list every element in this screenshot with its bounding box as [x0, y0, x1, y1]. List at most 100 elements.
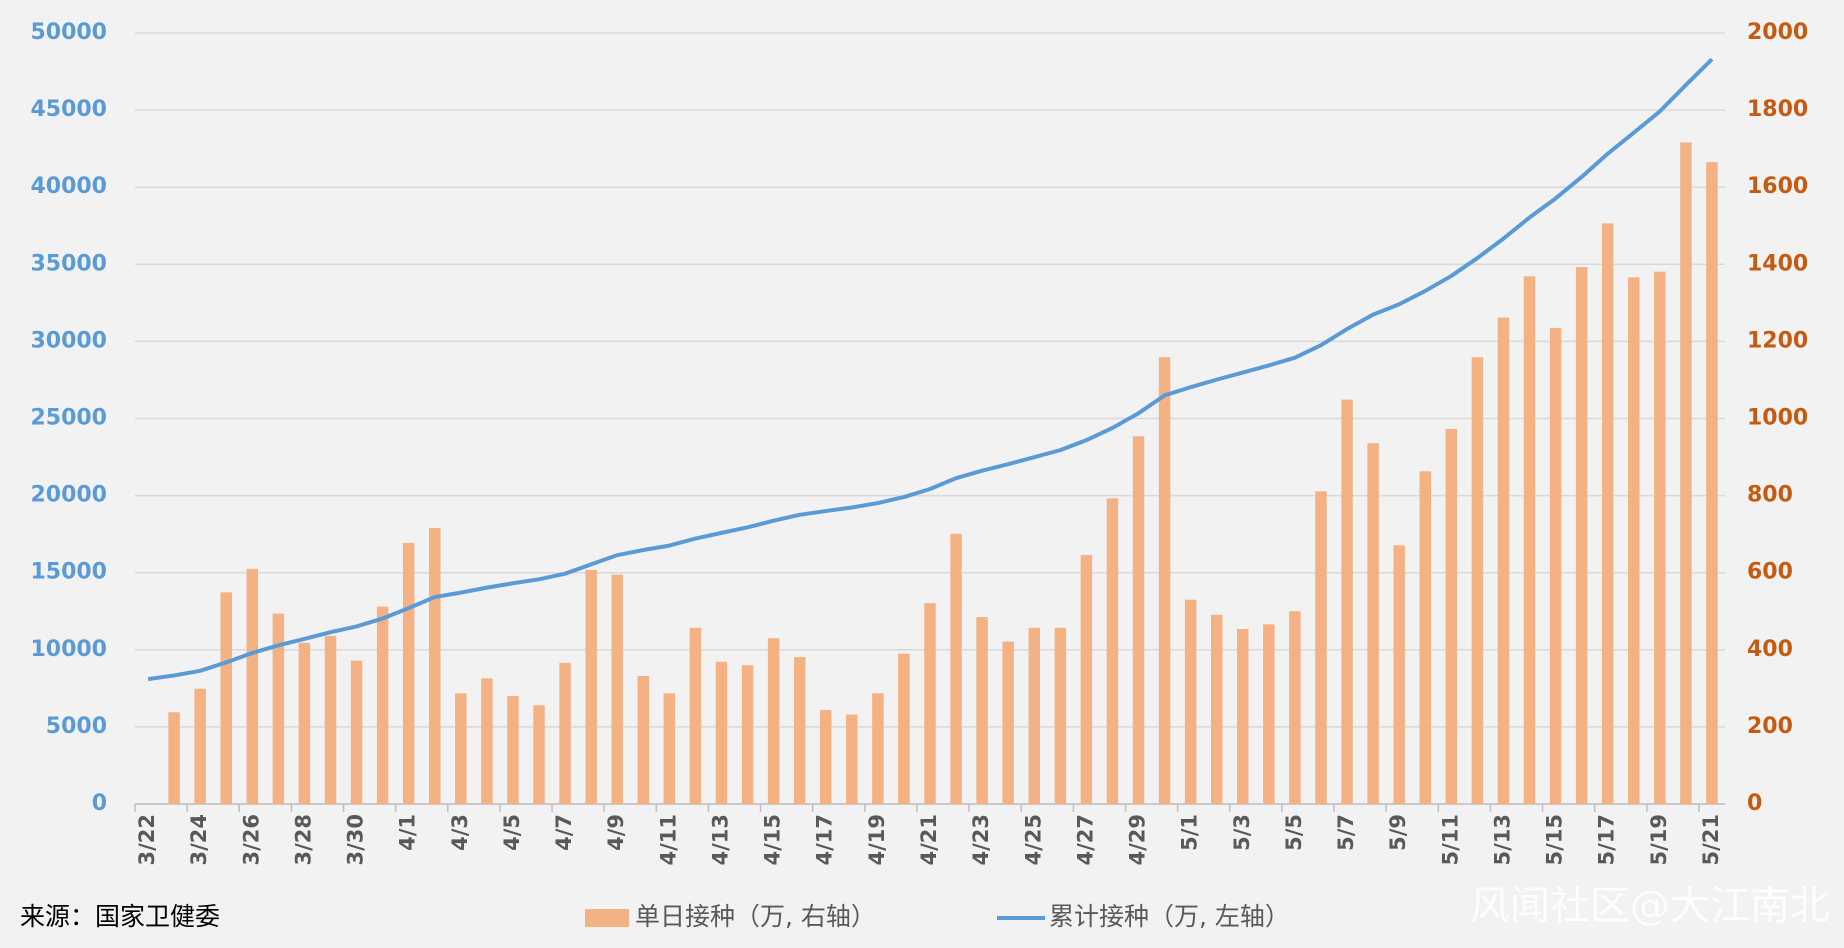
bar [1341, 399, 1353, 804]
bar [1263, 624, 1275, 804]
x-tick-label: 4/15 [761, 814, 785, 866]
bar [1054, 627, 1067, 804]
bar [715, 661, 728, 804]
bar [1575, 266, 1588, 804]
bar [611, 574, 623, 804]
bar [559, 662, 571, 804]
x-tick-label: 5/15 [1543, 814, 1567, 866]
y2-tick-label: 0 [1747, 791, 1762, 816]
x-tick-label: 3/24 [187, 814, 211, 866]
bar [220, 592, 232, 804]
x-tick-label: 4/1 [396, 814, 420, 851]
bar [1680, 142, 1692, 804]
x-tick-label: 5/7 [1334, 814, 1358, 851]
y2-tick-label: 1000 [1747, 406, 1808, 431]
bar [1549, 327, 1562, 804]
bar [1106, 498, 1119, 804]
bar [741, 665, 754, 804]
x-tick-label: 4/27 [1073, 814, 1097, 866]
y2-tick-label: 1800 [1747, 97, 1808, 122]
bar [168, 712, 180, 804]
y-tick-label: 5000 [46, 714, 107, 739]
bar [585, 570, 597, 804]
legend-label: 累计接种（万, 左轴） [1049, 902, 1290, 931]
x-tick-label: 5/19 [1647, 814, 1671, 866]
x-tick-label: 3/22 [135, 814, 159, 866]
bar [1210, 614, 1223, 804]
x-tick-label: 5/1 [1178, 814, 1202, 851]
y-tick-label: 35000 [30, 251, 107, 276]
bar [324, 635, 337, 804]
y-tick-label: 30000 [30, 328, 107, 353]
bar [924, 603, 936, 804]
bar [1419, 471, 1431, 804]
bar [898, 653, 910, 804]
bar [1289, 611, 1301, 804]
x-tick-label: 4/3 [448, 814, 472, 851]
bar [1471, 357, 1484, 804]
bar [1237, 628, 1249, 804]
bar [1158, 357, 1171, 804]
y2-tick-label: 400 [1747, 637, 1793, 662]
bar [1523, 276, 1536, 804]
x-tick-label: 4/19 [865, 814, 889, 866]
legend-swatch [585, 909, 629, 927]
y-tick-label: 10000 [30, 637, 107, 662]
y2-tick-label: 1600 [1747, 174, 1808, 199]
bar [793, 657, 806, 804]
x-tick-label: 4/29 [1126, 814, 1150, 866]
y2-tick-label: 2000 [1747, 20, 1808, 45]
bar [976, 617, 988, 804]
bar [1445, 428, 1458, 804]
bar [767, 638, 780, 804]
bar [846, 714, 858, 804]
y-tick-label: 50000 [30, 20, 107, 45]
x-tick-label: 5/3 [1230, 814, 1254, 851]
bar [350, 660, 363, 804]
bar [872, 693, 884, 804]
x-tick-label: 3/26 [239, 814, 263, 866]
y-tick-label: 45000 [30, 97, 107, 122]
bar [455, 693, 467, 804]
bar [1080, 554, 1093, 804]
bar [298, 642, 311, 804]
bar [1654, 271, 1666, 804]
x-tick-label: 4/13 [708, 814, 732, 866]
bar [429, 527, 441, 804]
y-tick-label: 20000 [30, 483, 107, 508]
bar [194, 688, 206, 804]
bar [1497, 317, 1510, 804]
bar [1132, 436, 1145, 804]
watermark: 风闻社区@大江南北 [1470, 883, 1830, 929]
y-tick-label: 25000 [30, 406, 107, 431]
x-tick-label: 5/5 [1282, 814, 1306, 851]
bar [481, 678, 493, 804]
bar [820, 709, 832, 804]
bar [272, 613, 285, 804]
x-tick-label: 4/17 [813, 814, 837, 866]
x-tick-label: 4/23 [969, 814, 993, 866]
bar [689, 627, 702, 804]
x-tick-label: 3/28 [291, 814, 315, 866]
bar [1393, 545, 1405, 804]
x-tick-label: 5/17 [1595, 814, 1619, 866]
bar [1706, 162, 1718, 804]
x-tick-label: 5/21 [1699, 814, 1723, 866]
x-tick-label: 4/25 [1021, 814, 1045, 866]
bar [507, 696, 519, 804]
y2-tick-label: 600 [1747, 560, 1793, 585]
x-tick-label: 4/9 [604, 814, 628, 851]
bar [533, 705, 545, 804]
y2-tick-label: 800 [1747, 483, 1793, 508]
x-tick-label: 5/13 [1490, 814, 1514, 866]
bar [663, 693, 676, 804]
x-tick-label: 4/21 [917, 814, 941, 866]
x-tick-label: 5/9 [1386, 814, 1410, 851]
bar [1367, 443, 1379, 804]
line [147, 57, 1714, 682]
y-tick-label: 0 [92, 791, 107, 816]
bar [376, 606, 389, 804]
bar [1601, 223, 1614, 804]
bar [246, 568, 259, 804]
